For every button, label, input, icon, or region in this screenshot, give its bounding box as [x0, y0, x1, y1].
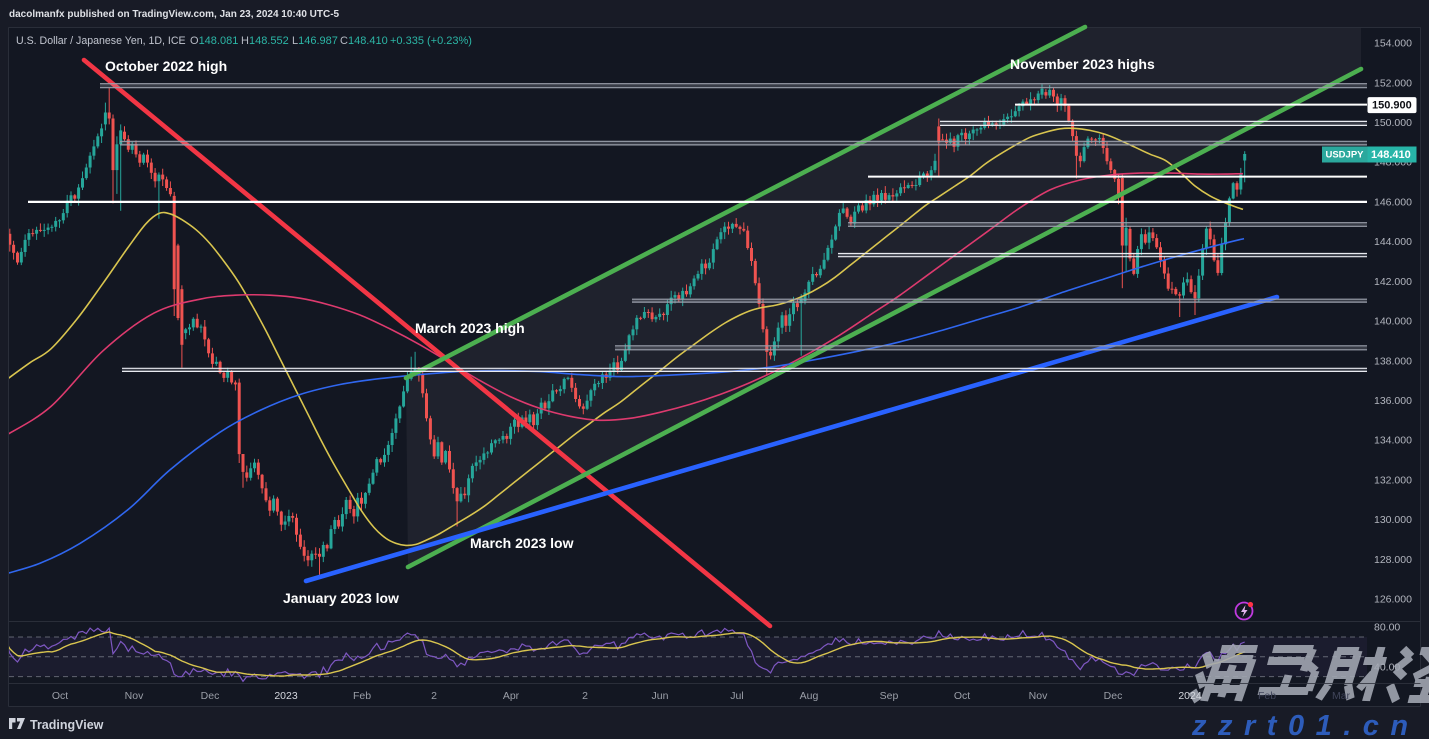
svg-text:October 2022 high: October 2022 high — [105, 58, 227, 74]
svg-text:January 2023 low: January 2023 low — [283, 590, 399, 606]
svg-text:138.000: 138.000 — [1374, 355, 1412, 367]
svg-text:O148.081: O148.081 — [190, 35, 238, 47]
svg-text:144.000: 144.000 — [1374, 236, 1412, 248]
svg-text:Nov: Nov — [1029, 690, 1048, 702]
svg-text:140.000: 140.000 — [1374, 316, 1412, 328]
svg-text:Nov: Nov — [125, 690, 144, 702]
svg-text:132.000: 132.000 — [1374, 475, 1412, 487]
svg-text:TradingView: TradingView — [30, 718, 104, 732]
svg-text:U.S. Dollar / Japanese Yen, 1D: U.S. Dollar / Japanese Yen, 1D, ICE — [16, 35, 186, 47]
svg-text:150.900: 150.900 — [1372, 100, 1412, 112]
svg-text:150.000: 150.000 — [1374, 117, 1412, 129]
svg-text:134.000: 134.000 — [1374, 435, 1412, 447]
svg-text:130.000: 130.000 — [1374, 514, 1412, 526]
svg-text:Mar: Mar — [1332, 690, 1351, 702]
svg-text:148.410: 148.410 — [1371, 149, 1411, 161]
svg-text:2: 2 — [431, 690, 437, 702]
svg-text:154.000: 154.000 — [1374, 38, 1412, 50]
svg-text:80.00: 80.00 — [1374, 622, 1400, 634]
svg-text:L146.987: L146.987 — [292, 35, 338, 47]
svg-text:136.000: 136.000 — [1374, 395, 1412, 407]
svg-text:2024: 2024 — [1178, 690, 1202, 702]
svg-text:dacolmanfx published on Tradin: dacolmanfx published on TradingView.com,… — [9, 9, 340, 20]
svg-text:152.000: 152.000 — [1374, 77, 1412, 89]
svg-text:Oct: Oct — [52, 690, 68, 702]
svg-text:2: 2 — [582, 690, 588, 702]
svg-text:Jun: Jun — [652, 690, 669, 702]
svg-text:146.000: 146.000 — [1374, 197, 1412, 209]
svg-text:C148.410: C148.410 — [340, 35, 388, 47]
svg-text:Feb: Feb — [1258, 690, 1276, 702]
svg-text:+0.335 (+0.23%): +0.335 (+0.23%) — [390, 35, 472, 47]
svg-text:142.000: 142.000 — [1374, 276, 1412, 288]
svg-text:Dec: Dec — [1104, 690, 1123, 702]
svg-text:November 2023 highs: November 2023 highs — [1010, 56, 1155, 72]
svg-text:H148.552: H148.552 — [241, 35, 289, 47]
svg-text:Feb: Feb — [353, 690, 371, 702]
svg-text:Jul: Jul — [730, 690, 743, 702]
svg-text:Aug: Aug — [800, 690, 819, 702]
svg-text:2023: 2023 — [274, 690, 298, 702]
svg-text:126.000: 126.000 — [1374, 594, 1412, 606]
svg-text:zzrt01.cn: zzrt01.cn — [1191, 710, 1420, 739]
svg-text:Apr: Apr — [503, 690, 520, 702]
svg-text:USDJPY: USDJPY — [1325, 150, 1364, 161]
svg-text:128.000: 128.000 — [1374, 554, 1412, 566]
svg-text:Dec: Dec — [201, 690, 220, 702]
svg-text:March 2023 low: March 2023 low — [470, 535, 574, 551]
svg-text:Sep: Sep — [880, 690, 899, 702]
svg-text:March 2023 high: March 2023 high — [415, 320, 525, 336]
svg-text:Oct: Oct — [954, 690, 970, 702]
